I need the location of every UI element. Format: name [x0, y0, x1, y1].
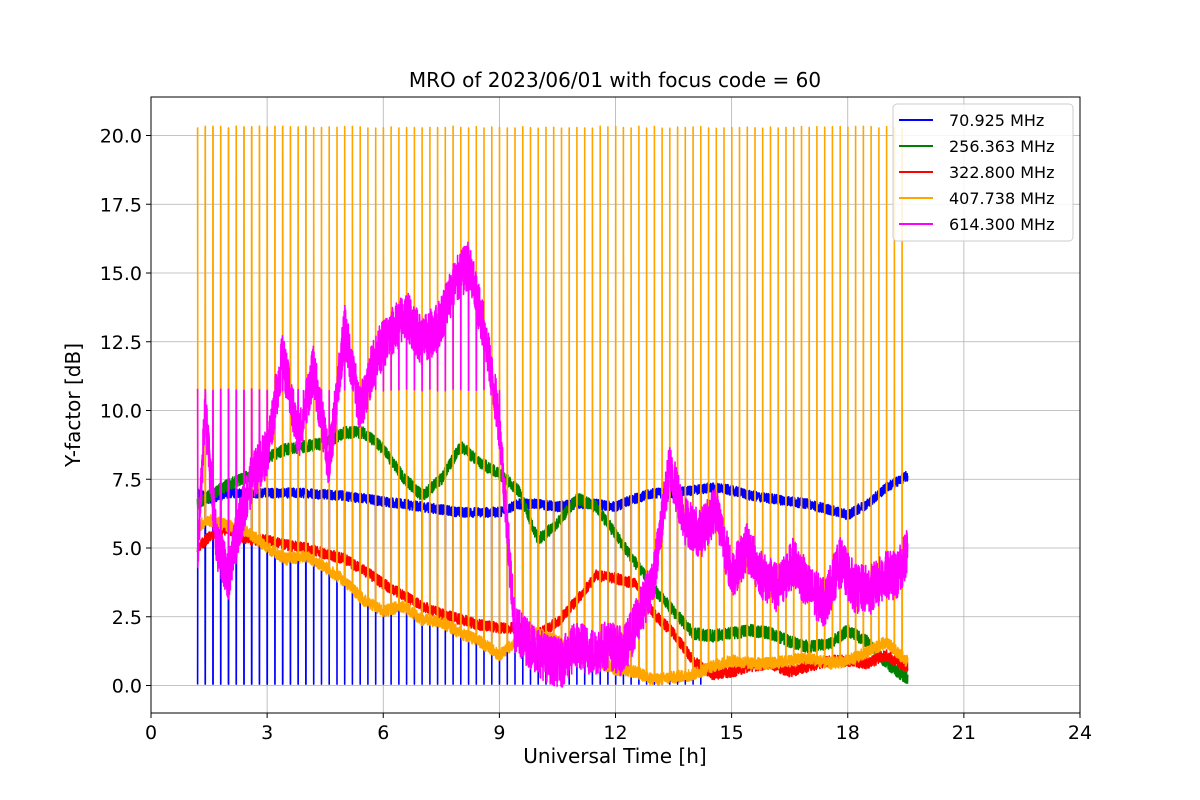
series-line-4	[196, 241, 909, 688]
x-tick-label: 0	[145, 722, 157, 744]
y-axis-label: Y-factor [dB]	[61, 343, 85, 468]
y-tick-label: 2.5	[112, 607, 142, 629]
series-line-1	[196, 425, 909, 684]
x-tick-label: 3	[261, 722, 273, 744]
x-tick-label: 21	[952, 722, 976, 744]
x-tick-label: 6	[377, 722, 389, 744]
y-tick-label: 15.0	[100, 263, 142, 285]
legend-label: 256.363 MHz	[949, 137, 1054, 156]
legend-label: 70.925 MHz	[949, 111, 1044, 130]
y-tick-label: 0.0	[112, 676, 142, 698]
x-tick-label: 24	[1068, 722, 1092, 744]
y-tick-label: 10.0	[100, 401, 142, 423]
y-tick-label: 17.5	[100, 194, 142, 216]
y-tick-label: 7.5	[112, 469, 142, 491]
x-tick-label: 12	[603, 722, 627, 744]
series-line-2	[196, 524, 909, 681]
legend-box	[892, 103, 1074, 242]
x-tick-label: 18	[836, 722, 860, 744]
series-area	[196, 125, 909, 688]
y-tick-label: 5.0	[112, 538, 142, 560]
series-line-0	[196, 470, 909, 685]
legend: 70.925 MHz 256.363 MHz 322.800 MHz 407.738 …	[892, 103, 1074, 242]
y-tick-label: 20.0	[100, 126, 142, 148]
legend-label: 322.800 MHz	[949, 163, 1054, 182]
y-tick-label: 12.5	[100, 332, 142, 354]
chart-title: MRO of 2023/06/01 with focus code = 60	[409, 68, 821, 92]
x-tick-label: 9	[493, 722, 505, 744]
legend-label: 614.300 MHz	[949, 215, 1054, 234]
x-tick-label: 15	[720, 722, 744, 744]
axis-ticks: 0 3 6 9 12 15 18 21 24 0.0 2.5 5.0 7.5 10.0 12.5 15.0 17…	[100, 126, 1092, 745]
x-axis-label: Universal Time [h]	[523, 744, 706, 768]
legend-label: 407.738 MHz	[949, 189, 1054, 208]
